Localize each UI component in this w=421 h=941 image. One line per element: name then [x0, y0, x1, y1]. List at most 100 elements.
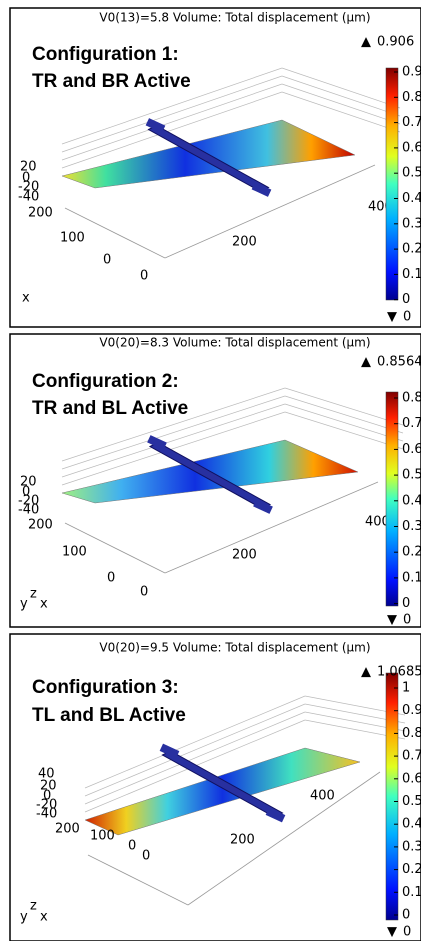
- box-line: [61, 395, 286, 470]
- axis-label: 400: [310, 789, 335, 804]
- panel-frame: [9, 333, 421, 628]
- anchor: [265, 807, 286, 823]
- colorbar-tick-label: 0.5: [402, 166, 421, 181]
- max-marker: ▲: [361, 35, 371, 50]
- axis-label: 100: [62, 545, 87, 560]
- axis-label: 20: [20, 475, 37, 490]
- colorbar-tick-label: 0.8: [402, 391, 421, 406]
- box-line: [61, 67, 283, 145]
- axis-label: 0: [103, 253, 111, 268]
- axis-label: 0: [22, 485, 30, 500]
- max-label: 1.0685: [377, 665, 421, 680]
- colorbar-tick-label: 0.1: [402, 570, 421, 585]
- min-marker: ▼: [387, 613, 397, 628]
- box-line: [87, 854, 189, 906]
- panel-title: Configuration 1:: [32, 44, 179, 65]
- box-line: [64, 207, 166, 259]
- slab: [84, 747, 361, 836]
- axis-triad-label: y: [20, 910, 28, 925]
- box-line: [284, 403, 404, 442]
- colorbar-tick-label: 0.5: [402, 468, 421, 483]
- box-line: [61, 403, 286, 478]
- panel-title: TR and BR Active: [32, 71, 191, 92]
- box-line: [187, 771, 381, 906]
- colorbar-tick-label: 0.7: [402, 115, 421, 130]
- colorbar-tick-label: 0.6: [402, 442, 421, 457]
- axis-label: -40: [36, 807, 57, 822]
- colorbar-tick-label: 0.5: [402, 794, 421, 809]
- colorbar-tick-label: 0.2: [402, 545, 421, 560]
- colorbar-tick-label: 0.8: [402, 90, 421, 105]
- anchor: [145, 118, 166, 133]
- colorbar-tick-label: 0.1: [402, 885, 421, 900]
- box-line: [284, 411, 404, 450]
- axis-label: -20: [36, 798, 57, 813]
- panel-header: V0(20)=8.3 Volume: Total displacement (µ…: [99, 336, 370, 350]
- colorbar-tick-label: 0.6: [402, 140, 421, 155]
- anchor: [253, 499, 273, 514]
- axis-label: 400: [365, 515, 390, 530]
- colorbar-tick-label: 0.3: [402, 519, 421, 534]
- box-line: [281, 83, 401, 125]
- colorbar-tick-label: 0.1: [402, 267, 421, 282]
- axis-triad-label: x: [40, 597, 48, 612]
- colorbar-tick-label: 0.6: [402, 771, 421, 786]
- axis-label: 0: [128, 839, 136, 854]
- axis-label: 0: [140, 585, 148, 600]
- colorbar-tick-label: 0.7: [402, 749, 421, 764]
- colorbar-tick-label: 0.8: [402, 726, 421, 741]
- box-line: [84, 711, 306, 805]
- axis-triad-label: z: [30, 899, 37, 914]
- axis-label: 0: [22, 171, 30, 186]
- anchor: [159, 743, 180, 759]
- colorbar-tick-label: 0.7: [402, 416, 421, 431]
- box-line: [61, 91, 283, 169]
- box-line: [61, 83, 283, 161]
- panel-frame: [9, 633, 421, 941]
- panel-title: TR and BL Active: [32, 398, 188, 419]
- box-line: [64, 522, 166, 574]
- axis-label: 20: [20, 160, 37, 175]
- colorbar-tick-label: 1: [402, 681, 410, 696]
- colorbar: [385, 672, 399, 921]
- panel-title: Configuration 3:: [32, 677, 179, 698]
- panel-header: V0(13)=5.8 Volume: Total displacement (µ…: [99, 11, 370, 25]
- min-label: 0: [403, 310, 411, 325]
- box-line: [61, 411, 286, 486]
- axis-label: -20: [18, 180, 39, 195]
- box-line: [284, 395, 404, 434]
- min-label: 0: [403, 613, 411, 628]
- axis-label: 200: [55, 822, 80, 837]
- box-line: [61, 75, 283, 153]
- axis-triad-label: x: [22, 291, 30, 306]
- colorbar-tick-label: 0: [402, 908, 410, 923]
- axis-label: 0: [43, 789, 51, 804]
- min-marker: ▼: [387, 310, 397, 325]
- axis-triad-label: z: [30, 587, 37, 602]
- axis-label: 200: [232, 235, 257, 250]
- box-line: [84, 695, 306, 789]
- min-label: 0: [403, 925, 411, 940]
- anchor: [147, 435, 167, 450]
- colorbar-tick-label: 0.9: [402, 703, 421, 718]
- axis-label: -20: [18, 494, 39, 509]
- panel-frame: [9, 7, 421, 328]
- axis-label: 0: [107, 571, 115, 586]
- colorbar: [385, 67, 399, 301]
- axis-label: 0: [140, 269, 148, 284]
- panel-title: Configuration 2:: [32, 371, 179, 392]
- axis-label: 200: [28, 518, 53, 533]
- axis-label: 200: [232, 548, 257, 563]
- axis-label: 20: [40, 779, 57, 794]
- axis-triad-label: y: [20, 597, 28, 612]
- colorbar-tick-label: 0: [402, 596, 410, 611]
- axis-label: 100: [60, 231, 85, 246]
- colorbar-tick-label: 0.9: [402, 65, 421, 80]
- max-marker: ▲: [361, 665, 371, 680]
- box-line: [281, 91, 401, 133]
- box-line: [164, 164, 376, 259]
- colorbar-tick-label: 0.4: [402, 191, 421, 206]
- colorbar-tick-label: 0.4: [402, 493, 421, 508]
- axis-label: 100: [90, 829, 115, 844]
